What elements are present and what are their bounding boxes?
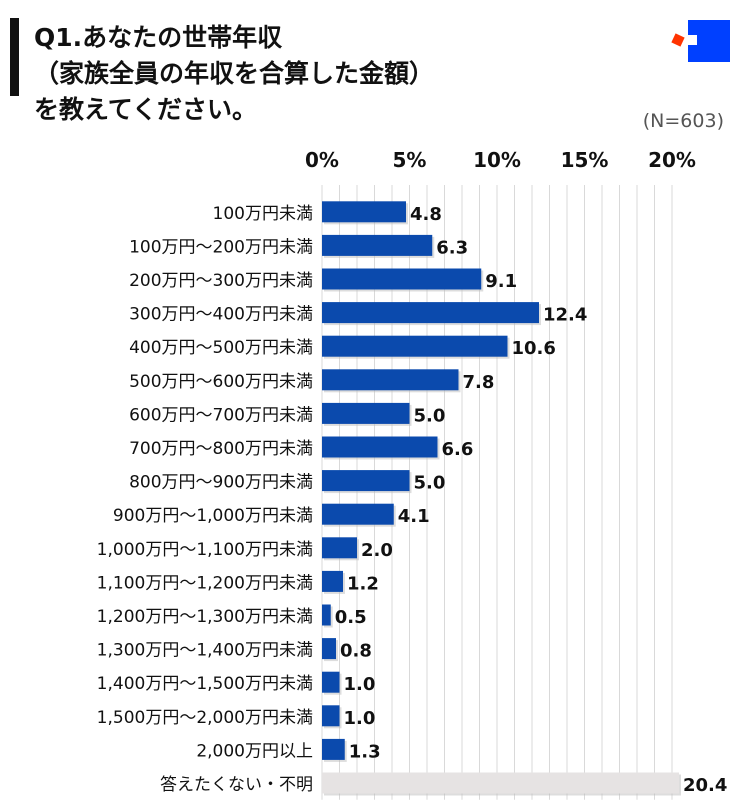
bar: [322, 705, 340, 727]
data-label: 0.5: [335, 607, 367, 628]
bar: [322, 234, 433, 256]
title-line: （家族全員の年収を合算した金額）: [34, 59, 435, 88]
bar: [322, 268, 482, 290]
category-label: 700万円～800万円未満: [129, 439, 313, 459]
bar: [322, 537, 357, 559]
data-label: 1.0: [344, 708, 376, 729]
category-label: 100万円～200万円未満: [129, 237, 313, 257]
category-label: 200万円～300万円未満: [129, 271, 313, 291]
data-label: 5.0: [414, 473, 446, 494]
category-label: 1,000万円～1,100万円未満: [97, 540, 313, 560]
data-label: 0.8: [340, 641, 372, 662]
category-label: 答えたくない・不明: [160, 775, 313, 795]
bar: [322, 638, 336, 660]
x-tick-label: 10%: [473, 148, 521, 172]
bar: [322, 369, 459, 391]
data-label: 5.0: [414, 405, 446, 426]
category-label: 900万円～1,000万円未満: [113, 506, 313, 526]
category-label: 600万円～700万円未満: [129, 405, 313, 425]
bar: [322, 772, 679, 794]
data-label: 1.2: [347, 573, 379, 594]
brand-logo-icon: [671, 20, 730, 62]
category-label: 1,300万円～1,400万円未満: [97, 641, 313, 661]
x-tick-label: 0%: [305, 148, 339, 172]
category-label: 1,500万円～2,000万円未満: [97, 708, 313, 728]
bar: [322, 201, 406, 223]
bar: [322, 402, 410, 424]
category-label: 1,200万円～1,300万円未満: [97, 607, 313, 627]
data-label: 10.6: [512, 338, 556, 359]
bar: [322, 671, 340, 693]
data-label: 12.4: [543, 305, 587, 326]
x-tick-label: 5%: [393, 148, 427, 172]
category-label: 100万円未満: [213, 204, 313, 224]
category-label: 400万円～500万円未満: [129, 338, 313, 358]
sample-size: (N=603): [642, 110, 724, 132]
category-label: 1,100万円～1,200万円未満: [97, 573, 313, 593]
bar: [322, 570, 343, 592]
bar: [322, 436, 438, 458]
title-line: を教えてください。: [34, 95, 258, 124]
category-label: 300万円～400万円未満: [129, 305, 313, 325]
x-tick-label: 15%: [561, 148, 609, 172]
title-accent-bar: [10, 18, 19, 96]
data-label: 2.0: [361, 540, 393, 561]
category-label: 2,000万円以上: [196, 741, 313, 761]
bar: [322, 604, 331, 626]
data-label: 20.4: [683, 775, 727, 796]
data-label: 7.8: [463, 372, 495, 393]
data-label: 6.3: [436, 237, 468, 258]
data-label: 6.6: [442, 439, 474, 460]
data-label: 1.3: [349, 741, 381, 762]
category-label: 800万円～900万円未満: [129, 473, 313, 493]
bar: [322, 470, 410, 492]
bar: [322, 503, 394, 525]
data-label: 4.8: [410, 204, 442, 225]
data-label: 1.0: [344, 674, 376, 695]
chart-title: Q1.あなたの世帯年収 （家族全員の年収を合算した金額） を教えてください。: [34, 20, 434, 128]
bar: [322, 738, 345, 760]
data-label: 9.1: [485, 271, 517, 292]
data-label: 4.1: [398, 506, 430, 527]
bar: [322, 335, 508, 357]
category-label: 500万円～600万円未満: [129, 372, 313, 392]
bar: [322, 302, 539, 324]
title-line: Q1.あなたの世帯年収: [34, 23, 283, 52]
category-label: 1,400万円～1,500万円未満: [97, 674, 313, 694]
x-tick-label: 20%: [648, 148, 696, 172]
